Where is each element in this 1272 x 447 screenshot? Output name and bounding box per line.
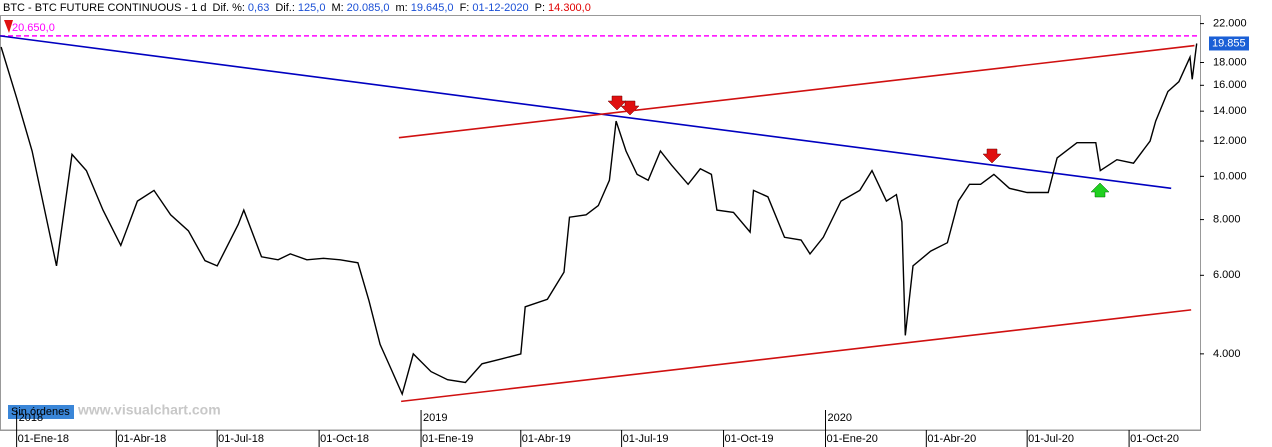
header: BTC - BTC FUTURE CONTINUOUS - 1 d Dif. %:…	[3, 2, 591, 14]
header-label: F:	[460, 2, 470, 14]
orders-button-label[interactable]: Sin órdenes	[11, 406, 70, 418]
price-line	[0, 43, 1198, 397]
x-tick-label: 01-Abr-19	[522, 433, 571, 445]
sell-arrow	[982, 148, 1002, 164]
orders-button[interactable]	[8, 405, 74, 419]
x-tick-label: 01-Abr-20	[927, 433, 976, 445]
y-tick-label: 10.000	[1213, 170, 1247, 182]
y-tick-label: 4.000	[1213, 348, 1241, 360]
x-tick-label: 01-Ene-20	[826, 433, 877, 445]
year-label: 2018	[19, 412, 43, 424]
watermark: www.visualchart.com	[77, 402, 221, 418]
header-label: P:	[535, 2, 545, 14]
header-value: 14.300,0	[548, 2, 591, 14]
header-label: m:	[396, 2, 408, 14]
buy-arrow	[1090, 182, 1110, 198]
header-value: 19.645,0	[411, 2, 454, 14]
x-tick-label: 01-Oct-20	[1130, 433, 1179, 445]
sell-arrow	[607, 95, 627, 111]
last-price-box	[1209, 36, 1249, 51]
header-value: 01-12-2020	[472, 2, 528, 14]
y-tick-label: 18.000	[1213, 56, 1247, 68]
reference-label: 20.650,0	[12, 22, 55, 34]
x-tick-label: 01-Jul-20	[1028, 433, 1074, 445]
y-tick-label: 8.000	[1213, 213, 1241, 225]
trend-line	[398, 44, 1195, 139]
header-label: BTC - BTC FUTURE CONTINUOUS - 1 d	[3, 2, 207, 14]
x-tick-label: 01-Jul-19	[623, 433, 669, 445]
header-label: Dif.:	[275, 2, 295, 14]
header-label: M:	[331, 2, 343, 14]
year-label: 2019	[423, 412, 447, 424]
y-tick-label: 14.000	[1213, 105, 1247, 117]
header-value: 125,0	[298, 2, 326, 14]
header-label: Dif. %:	[213, 2, 245, 14]
y-tick-label: 16.000	[1213, 79, 1247, 91]
last-price-label: 19.855	[1212, 37, 1246, 49]
y-tick-label: 12.000	[1213, 135, 1247, 147]
trend-line	[401, 309, 1192, 403]
x-tick-label: 01-Jul-18	[218, 433, 264, 445]
header-value: 0,63	[248, 2, 269, 14]
y-tick-label: 22.000	[1213, 18, 1247, 30]
x-tick-label: 01-Ene-18	[18, 433, 69, 445]
header-value: 20.085,0	[347, 2, 390, 14]
y-tick-label: 6.000	[1213, 269, 1241, 281]
x-tick-label: 01-Abr-18	[117, 433, 166, 445]
trend-line	[0, 35, 1172, 190]
x-tick-label: 01-Ene-19	[422, 433, 473, 445]
x-tick-label: 01-Oct-19	[725, 433, 774, 445]
year-label: 2020	[827, 412, 851, 424]
sell-arrow	[4, 20, 13, 33]
x-tick-label: 01-Oct-18	[320, 433, 369, 445]
signal-arrows	[4, 20, 1110, 198]
